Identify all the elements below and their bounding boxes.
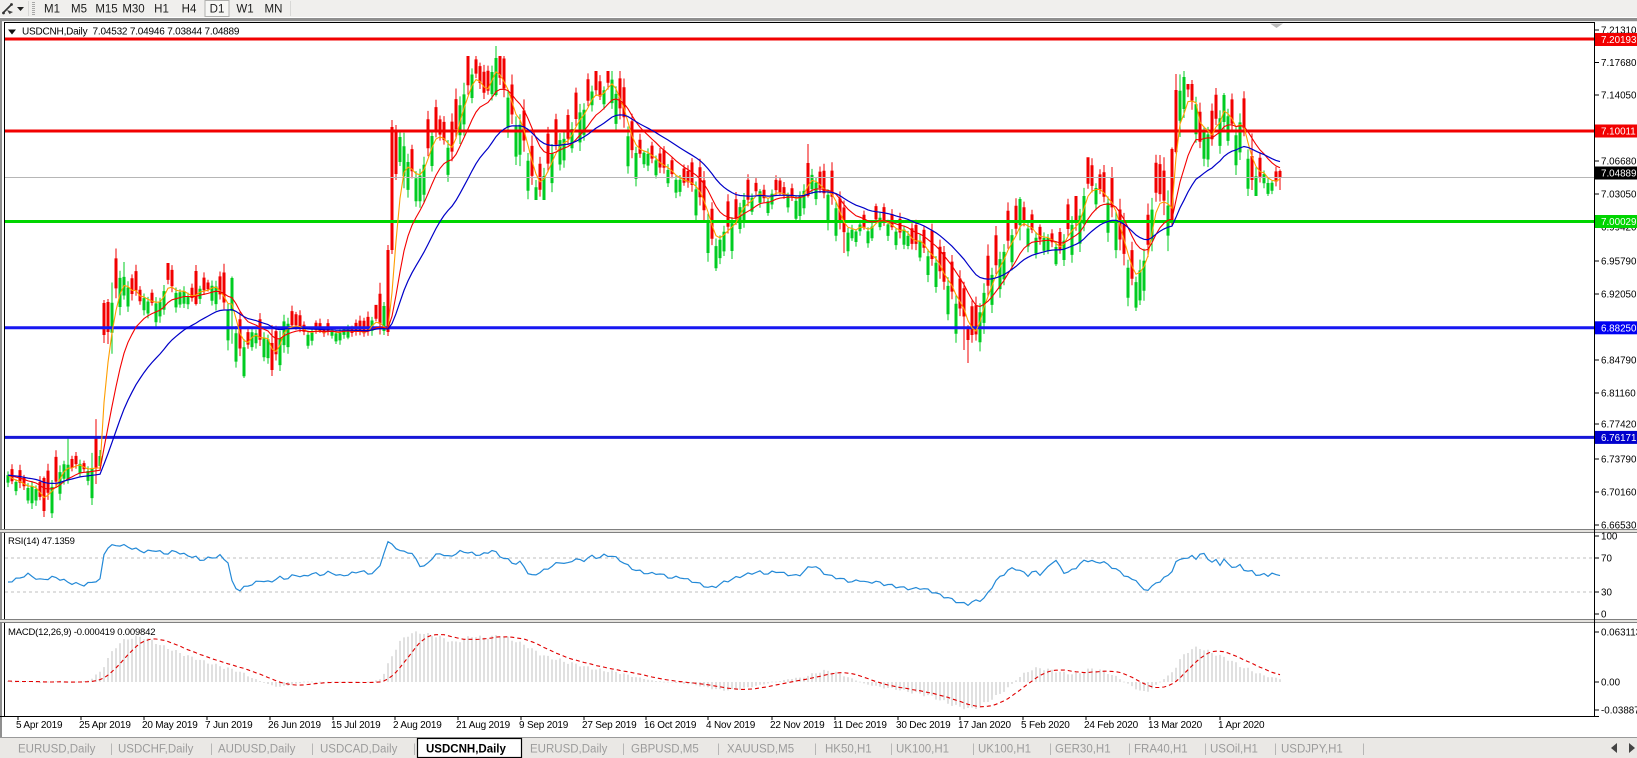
svg-text:13 Mar 2020: 13 Mar 2020: [1148, 720, 1203, 731]
svg-text:26 Jun 2019: 26 Jun 2019: [268, 720, 321, 731]
svg-text:|: |: [972, 744, 975, 756]
svg-text:H1: H1: [154, 4, 169, 16]
svg-text:D1: D1: [210, 4, 225, 16]
svg-text:7.00029: 7.00029: [1601, 217, 1636, 228]
svg-text:16 Oct 2019: 16 Oct 2019: [644, 720, 697, 731]
svg-text:21 Aug 2019: 21 Aug 2019: [456, 720, 511, 731]
svg-text:USOil,H1: USOil,H1: [1210, 744, 1258, 756]
svg-text:|: |: [311, 744, 314, 756]
svg-text:6.88250: 6.88250: [1601, 323, 1637, 334]
svg-text:MN: MN: [265, 4, 283, 16]
svg-text:AUDUSD,Daily: AUDUSD,Daily: [218, 744, 296, 756]
svg-text:UK100,H1: UK100,H1: [978, 744, 1031, 756]
svg-text:20 May 2019: 20 May 2019: [142, 720, 198, 731]
svg-text:0.063113: 0.063113: [1601, 628, 1637, 639]
svg-text:30: 30: [1601, 588, 1612, 599]
svg-text:|: |: [1049, 744, 1052, 756]
svg-text:70: 70: [1601, 554, 1612, 565]
svg-text:H4: H4: [182, 4, 197, 16]
svg-text:6.95790: 6.95790: [1601, 257, 1637, 268]
svg-text:15 Jul 2019: 15 Jul 2019: [331, 720, 381, 731]
svg-text:XAUUSD,M5: XAUUSD,M5: [727, 744, 794, 756]
svg-text:EURUSD,Daily: EURUSD,Daily: [530, 744, 608, 756]
svg-text:USDCAD,Daily: USDCAD,Daily: [320, 744, 398, 756]
svg-text:5 Feb 2020: 5 Feb 2020: [1021, 720, 1070, 731]
svg-text:|: |: [814, 744, 817, 756]
svg-text:|: |: [890, 744, 893, 756]
svg-text:7 Jun 2019: 7 Jun 2019: [205, 720, 253, 731]
svg-text:|: |: [1274, 744, 1277, 756]
svg-text:25 Apr 2019: 25 Apr 2019: [79, 720, 131, 731]
svg-text:17 Jan 2020: 17 Jan 2020: [958, 720, 1011, 731]
svg-text:30 Dec 2019: 30 Dec 2019: [896, 720, 951, 731]
svg-text:7.06680: 7.06680: [1601, 157, 1637, 168]
svg-text:M30: M30: [122, 4, 144, 16]
svg-text:RSI(14) 47.1359: RSI(14) 47.1359: [8, 536, 75, 547]
svg-text:22 Nov 2019: 22 Nov 2019: [770, 720, 825, 731]
svg-text:W1: W1: [236, 4, 253, 16]
svg-text:|: |: [413, 744, 416, 756]
svg-text:GBPUSD,M5: GBPUSD,M5: [631, 744, 699, 756]
svg-text:0.00: 0.00: [1601, 678, 1621, 689]
svg-text:11 Dec 2019: 11 Dec 2019: [833, 720, 887, 731]
svg-text:1 Apr 2020: 1 Apr 2020: [1218, 720, 1265, 731]
svg-text:M1: M1: [44, 4, 60, 16]
svg-text:FRA40,H1: FRA40,H1: [1134, 744, 1188, 756]
svg-text:7.14050: 7.14050: [1601, 91, 1637, 102]
svg-text:USDCHF,Daily: USDCHF,Daily: [118, 744, 194, 756]
svg-text:9 Sep 2019: 9 Sep 2019: [519, 720, 569, 731]
svg-text:USDCNH,Daily: USDCNH,Daily: [426, 744, 506, 756]
svg-text:5 Apr 2019: 5 Apr 2019: [16, 720, 63, 731]
svg-text:0: 0: [1601, 610, 1607, 621]
svg-text:100: 100: [1601, 532, 1618, 543]
svg-text:-0.03887: -0.03887: [1601, 706, 1637, 717]
svg-text:6.73790: 6.73790: [1601, 455, 1637, 466]
svg-text:7.20193: 7.20193: [1601, 35, 1637, 46]
svg-text:M15: M15: [95, 4, 117, 16]
svg-text:UK100,H1: UK100,H1: [896, 744, 949, 756]
svg-text:|: |: [110, 744, 113, 756]
svg-text:4 Nov 2019: 4 Nov 2019: [706, 720, 756, 731]
svg-text:6.77420: 6.77420: [1601, 420, 1637, 431]
svg-text:2 Aug 2019: 2 Aug 2019: [393, 720, 442, 731]
svg-text:24 Feb 2020: 24 Feb 2020: [1084, 720, 1139, 731]
svg-text:|: |: [717, 744, 720, 756]
svg-text:6.92050: 6.92050: [1601, 290, 1637, 301]
svg-text:USDJPY,H1: USDJPY,H1: [1281, 744, 1343, 756]
svg-text:7.03050: 7.03050: [1601, 190, 1637, 201]
svg-text:27 Sep 2019: 27 Sep 2019: [582, 720, 637, 731]
svg-text:|: |: [622, 744, 625, 756]
svg-text:MACD(12,26,9) -0.000419 0.0098: MACD(12,26,9) -0.000419 0.009842: [8, 627, 155, 638]
svg-text:EURUSD,Daily: EURUSD,Daily: [18, 744, 96, 756]
svg-text:|: |: [210, 744, 213, 756]
svg-text:|: |: [1362, 744, 1365, 756]
svg-text:HK50,H1: HK50,H1: [825, 744, 872, 756]
svg-text:6.84790: 6.84790: [1601, 356, 1637, 367]
svg-text:USDCNH,Daily 7.04532 7.04946: USDCNH,Daily 7.04532 7.04946 7.03844 7.0…: [22, 27, 240, 38]
svg-text:6.66530: 6.66530: [1601, 521, 1637, 532]
svg-text:6.76171: 6.76171: [1601, 433, 1636, 444]
svg-text:M5: M5: [71, 4, 87, 16]
svg-text:7.21310: 7.21310: [1601, 26, 1637, 37]
svg-text:6.81160: 6.81160: [1601, 389, 1636, 400]
svg-text:7.10011: 7.10011: [1601, 127, 1636, 138]
svg-text:|: |: [1204, 744, 1207, 756]
svg-text:7.17680: 7.17680: [1601, 58, 1637, 69]
svg-text:7.04889: 7.04889: [1601, 169, 1636, 180]
svg-text:6.70160: 6.70160: [1601, 488, 1637, 499]
svg-text:GER30,H1: GER30,H1: [1055, 744, 1111, 756]
svg-text:|: |: [1128, 744, 1131, 756]
